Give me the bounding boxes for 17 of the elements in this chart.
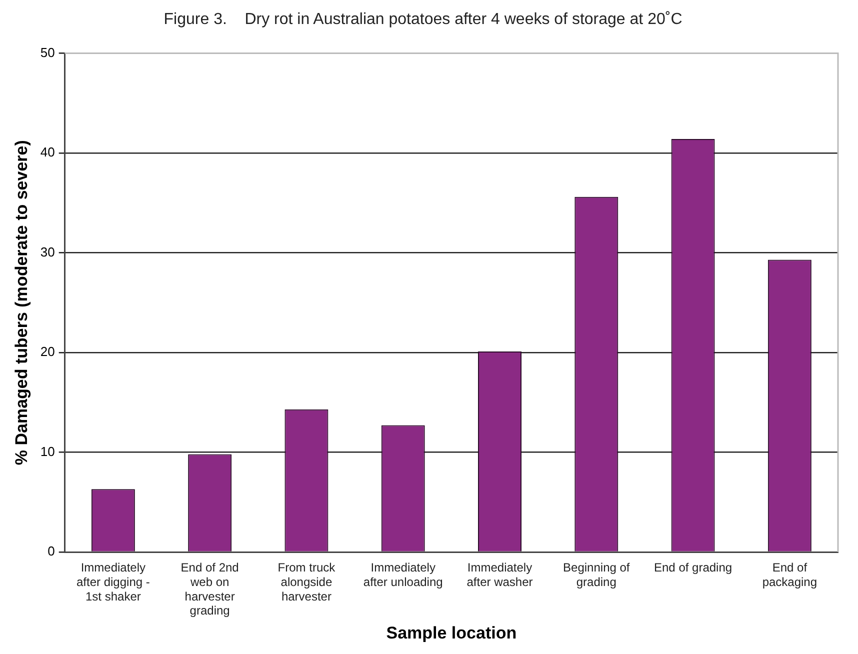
y-tick-label: 10 (40, 444, 55, 459)
y-tick-label: 50 (40, 44, 55, 60)
x-tick-label: End of grading (654, 560, 732, 575)
y-tick-label: 20 (40, 344, 55, 360)
x-tick-label: End of 2nd web on harvester grading (180, 560, 239, 618)
x-tick-label: Immediately after digging - 1st shaker (76, 560, 150, 604)
chart-title: Figure 3. Dry rot in Australian potatoes after 4 weeks of storage at 20˚C (164, 11, 682, 28)
y-axis-title: % Damaged tubers (moderate to severe) (12, 140, 31, 466)
x-tick-label: Immediately after washer (466, 560, 533, 589)
y-tick-label: 0 (48, 544, 55, 559)
x-tick-label: Beginning of grading (563, 560, 630, 589)
x-axis-title: Sample location (386, 623, 517, 642)
y-tick-label: 30 (40, 244, 55, 260)
x-tick-label: From truck alongside harvester (278, 560, 336, 604)
y-tick-label: 40 (40, 144, 55, 160)
x-tick-label: Immediately after unloading (363, 560, 443, 589)
x-tick-label: End of packaging (762, 560, 818, 589)
